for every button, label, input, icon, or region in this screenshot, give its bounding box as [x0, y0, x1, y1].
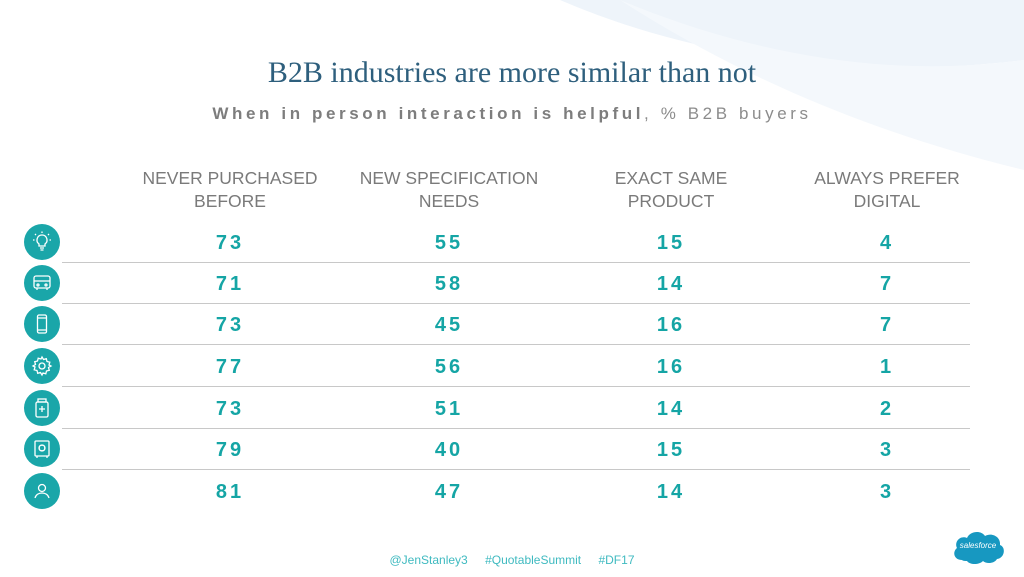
person-icon [24, 473, 60, 509]
salesforce-logo [954, 532, 1004, 564]
table-cell: 73 [215, 314, 245, 336]
row-divider [62, 386, 970, 387]
table-cell: 47 [434, 481, 464, 503]
table-cell: 4 [879, 232, 895, 254]
footer-handle: @JenStanley3 [389, 553, 468, 567]
table-cell: 14 [656, 398, 686, 420]
table-cell: 55 [434, 232, 464, 254]
column-header-new-specification: NEW SPECIFICATION NEEDS [344, 167, 554, 213]
table-cell: 16 [656, 356, 686, 378]
column-header-never-purchased: NEVER PURCHASED BEFORE [125, 167, 335, 213]
row-divider [62, 344, 970, 345]
column-header-line: ALWAYS PREFER [814, 168, 960, 188]
table-cell: 73 [215, 398, 245, 420]
table-cell: 16 [656, 314, 686, 336]
table-cell: 3 [879, 481, 895, 503]
table-cell: 3 [879, 439, 895, 461]
subtitle-bold: When in person interaction is helpful [212, 104, 645, 123]
table-cell: 15 [656, 439, 686, 461]
table-cell: 58 [434, 273, 464, 295]
table-cell: 14 [656, 481, 686, 503]
table-cell: 15 [656, 232, 686, 254]
row-divider [62, 303, 970, 304]
column-header-line: DIGITAL [853, 191, 921, 211]
table-cell: 1 [879, 356, 895, 378]
row-divider [62, 262, 970, 263]
footer-hashtag: #QuotableSummit [485, 553, 582, 567]
phone-icon [24, 306, 60, 342]
footer-hashtags: @JenStanley3 #QuotableSummit #DF17 [0, 553, 1024, 567]
column-header-line: NEVER PURCHASED [142, 168, 318, 188]
table-cell: 7 [879, 273, 895, 295]
column-header-line: BEFORE [194, 191, 266, 211]
table-cell: 45 [434, 314, 464, 336]
page-subtitle: When in person interaction is helpful, %… [0, 104, 1024, 124]
table-cell: 7 [879, 314, 895, 336]
safe-icon [24, 431, 60, 467]
column-header-line: NEW SPECIFICATION [359, 168, 539, 188]
table-cell: 81 [215, 481, 245, 503]
medicine-icon [24, 390, 60, 426]
table-cell: 14 [656, 273, 686, 295]
row-divider [62, 428, 970, 429]
subtitle-rest: , % B2B buyers [644, 104, 812, 123]
table-cell: 40 [434, 439, 464, 461]
table-cell: 71 [215, 273, 245, 295]
table-cell: 73 [215, 232, 245, 254]
vehicle-icon [24, 265, 60, 301]
page-title: B2B industries are more similar than not [267, 56, 757, 89]
column-header-always-prefer-digital: ALWAYS PREFER DIGITAL [782, 167, 992, 213]
table-cell: 79 [215, 439, 245, 461]
table-cell: 77 [215, 356, 245, 378]
table-cell: 51 [434, 398, 464, 420]
column-header-line: EXACT SAME [614, 168, 728, 188]
column-header-exact-same: EXACT SAME PRODUCT [566, 167, 776, 213]
logo-wordmark: salesforce [959, 541, 997, 550]
table-cell: 56 [434, 356, 464, 378]
lightbulb-icon [24, 224, 60, 260]
row-divider [62, 469, 970, 470]
table-cell: 2 [879, 398, 895, 420]
gear-icon [24, 348, 60, 384]
column-header-line: PRODUCT [627, 191, 715, 211]
column-header-line: NEEDS [418, 191, 480, 211]
footer-hashtag: #DF17 [598, 553, 635, 567]
